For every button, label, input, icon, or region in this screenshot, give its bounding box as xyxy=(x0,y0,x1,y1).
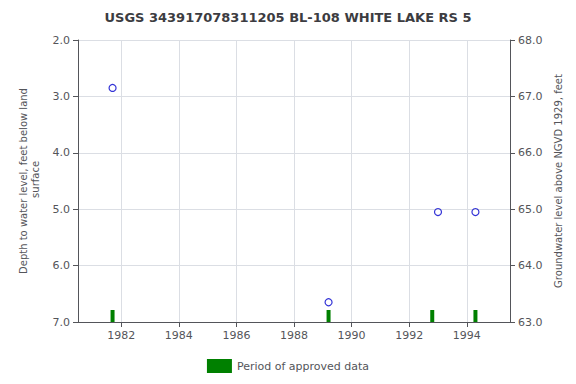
svg-text:1984: 1984 xyxy=(165,329,193,342)
svg-text:1994: 1994 xyxy=(453,329,481,342)
svg-text:Depth to water level, feet bel: Depth to water level, feet below land xyxy=(18,88,29,274)
svg-text:68.0: 68.0 xyxy=(518,34,543,47)
svg-text:Period of approved data: Period of approved data xyxy=(237,360,369,373)
svg-text:1986: 1986 xyxy=(222,329,250,342)
svg-text:4.0: 4.0 xyxy=(53,146,71,159)
svg-text:66.0: 66.0 xyxy=(518,146,543,159)
svg-text:5.0: 5.0 xyxy=(53,203,71,216)
svg-text:Groundwater level above NGVD 1: Groundwater level above NGVD 1929, feet xyxy=(553,74,564,288)
svg-text:1992: 1992 xyxy=(395,329,423,342)
svg-text:63.0: 63.0 xyxy=(518,316,543,329)
svg-text:USGS 343917078311205 BL-108 WH: USGS 343917078311205 BL-108 WHITE LAKE R… xyxy=(104,10,471,25)
svg-text:6.0: 6.0 xyxy=(53,259,71,272)
svg-text:3.0: 3.0 xyxy=(53,90,71,103)
svg-text:1990: 1990 xyxy=(338,329,366,342)
svg-text:65.0: 65.0 xyxy=(518,203,543,216)
svg-text:64.0: 64.0 xyxy=(518,259,543,272)
svg-text:surface: surface xyxy=(30,161,41,201)
svg-text:1982: 1982 xyxy=(107,329,135,342)
svg-text:2.0: 2.0 xyxy=(53,34,71,47)
svg-text:67.0: 67.0 xyxy=(518,90,543,103)
svg-text:1988: 1988 xyxy=(280,329,308,342)
svg-text:7.0: 7.0 xyxy=(53,316,71,329)
